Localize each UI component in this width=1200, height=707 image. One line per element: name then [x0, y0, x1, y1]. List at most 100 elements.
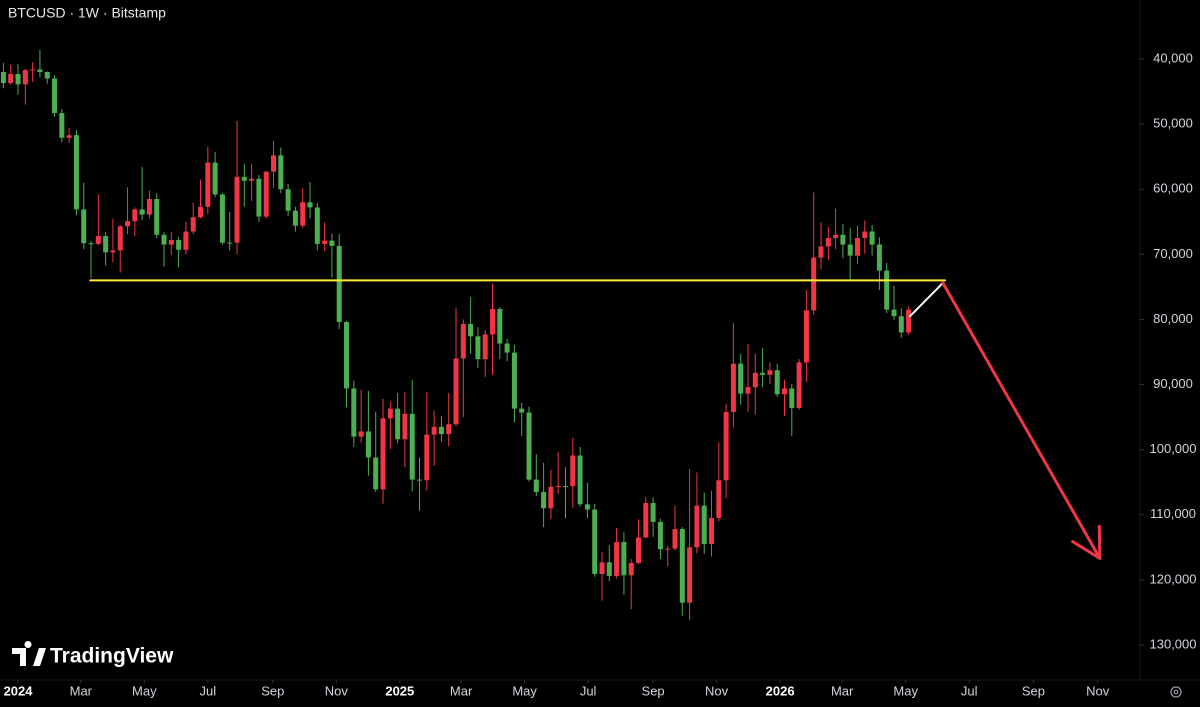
candle-body: [709, 518, 715, 545]
candle-body: [657, 521, 663, 550]
y-tick-label: 50,000: [1153, 116, 1193, 131]
x-tick-label: 2024: [4, 683, 34, 698]
candle-body: [30, 69, 36, 71]
candle-body: [862, 231, 868, 239]
candle-body: [15, 73, 21, 85]
candle-body: [344, 322, 350, 389]
candle-body: [132, 209, 138, 222]
candle-body: [760, 372, 766, 375]
settings-gear-center[interactable]: [1173, 689, 1179, 695]
candle-body: [402, 413, 408, 440]
x-tick-label: Jul: [580, 683, 597, 698]
candle-body: [811, 257, 817, 311]
candle-body: [891, 309, 897, 317]
candle-body: [898, 316, 904, 333]
candle-body: [44, 72, 50, 79]
candle-body: [606, 562, 612, 576]
candle-body: [161, 234, 167, 245]
candle-body: [168, 239, 174, 245]
candle-body: [526, 412, 532, 480]
candle-body: [570, 455, 576, 487]
candle-body: [555, 486, 561, 488]
candle-body: [752, 372, 758, 388]
candle-body: [103, 236, 109, 253]
x-tick-label: Nov: [325, 683, 349, 698]
candle-body: [796, 362, 802, 408]
candle-body: [52, 78, 58, 114]
y-tick-label: 110,000: [1150, 506, 1196, 521]
x-tick-label: Nov: [1086, 683, 1110, 698]
candle-body: [176, 239, 182, 250]
candle-body: [876, 244, 882, 271]
candle-body: [884, 270, 890, 310]
candle-body: [563, 486, 569, 488]
candle-body: [723, 411, 729, 481]
candle-body: [511, 352, 517, 409]
candle-body: [146, 198, 152, 215]
candle-body: [198, 206, 204, 218]
candle-body: [716, 480, 722, 519]
candle-body: [643, 503, 649, 538]
watermark-text: TradingView: [50, 645, 174, 668]
candle-body: [774, 370, 780, 395]
candle-body: [249, 178, 255, 181]
candle-body: [263, 171, 269, 217]
candle-body: [840, 234, 846, 245]
candle-body: [358, 431, 364, 437]
candle-body: [614, 542, 620, 576]
candle-body: [336, 245, 342, 323]
candle-body: [307, 202, 313, 208]
candle-body: [490, 309, 496, 335]
candle-body: [460, 323, 466, 359]
candle-body: [592, 509, 598, 575]
x-tick-label: May: [512, 683, 537, 698]
candle-body: [241, 176, 247, 181]
candle-body: [110, 250, 116, 253]
candle-body: [782, 388, 788, 395]
candle-body: [855, 238, 861, 256]
candle-body: [869, 231, 875, 245]
candle-body: [701, 505, 707, 545]
x-tick-label: 2026: [766, 683, 795, 698]
candle-body: [497, 309, 503, 344]
candle-body: [380, 418, 386, 490]
y-tick-label: 80,000: [1153, 311, 1193, 326]
candle-body: [285, 189, 291, 211]
segment: [909, 281, 944, 318]
x-tick-label: Sep: [1022, 683, 1045, 698]
settings-gear[interactable]: [1170, 686, 1182, 698]
candle-body: [475, 336, 481, 360]
candle-body: [329, 240, 335, 246]
candle-body: [22, 70, 28, 85]
candle-body: [789, 388, 795, 408]
watermark: TradingView: [12, 641, 174, 668]
x-tick-label: Mar: [70, 683, 93, 698]
candle-body: [365, 431, 371, 458]
candle-body: [906, 309, 912, 333]
y-tick-label: 70,000: [1153, 246, 1193, 261]
candle-body: [468, 323, 474, 337]
candle-body: [833, 234, 839, 239]
candle-body: [599, 562, 605, 575]
candle-body: [847, 244, 853, 256]
x-tick-label: May: [132, 683, 157, 698]
candle-body: [650, 503, 656, 522]
candle-body: [88, 243, 94, 245]
candle-body: [205, 162, 211, 207]
x-tick-label: Sep: [642, 683, 665, 698]
candle-body: [256, 178, 262, 217]
candle-body: [417, 479, 423, 481]
candle-body: [227, 242, 233, 244]
candle-body: [212, 162, 218, 195]
candle-body: [825, 238, 831, 247]
x-tick-label: Jul: [200, 683, 217, 698]
candle-body: [504, 343, 510, 353]
candle-body: [219, 194, 225, 243]
candle-body: [767, 370, 773, 375]
candle-body: [73, 135, 79, 210]
candle-body: [387, 408, 393, 419]
settings-icon[interactable]: [1170, 686, 1182, 698]
arrow: [941, 281, 1102, 560]
